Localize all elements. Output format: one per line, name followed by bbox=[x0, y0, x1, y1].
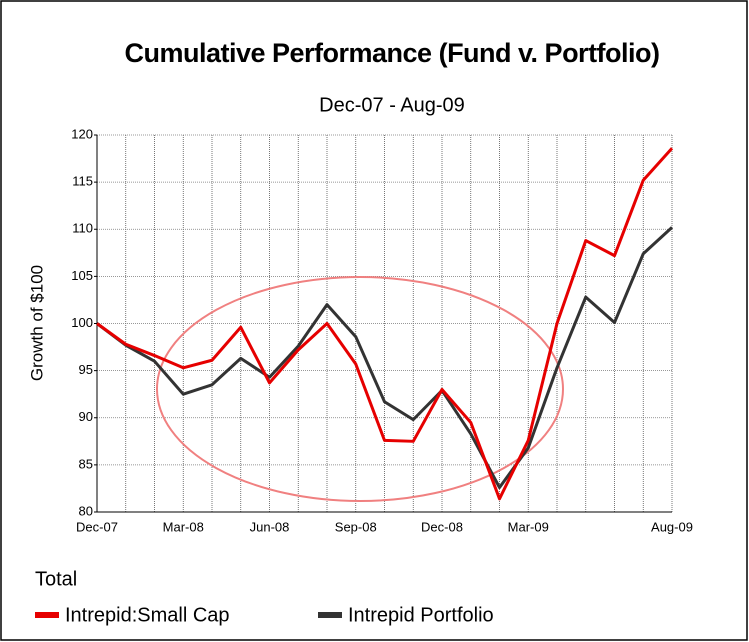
y-tick-label: 105 bbox=[71, 268, 93, 283]
highlight-ellipse bbox=[156, 276, 564, 502]
chart-subtitle: Dec-07 - Aug-09 bbox=[319, 94, 465, 116]
x-tick-label: Dec-08 bbox=[421, 519, 463, 534]
legend-label: Intrepid:Small Cap bbox=[65, 604, 230, 626]
legend-swatch bbox=[35, 612, 59, 618]
x-tick-label: Aug-09 bbox=[651, 519, 693, 534]
legend: Intrepid:Small Cap Intrepid Portfolio bbox=[35, 604, 494, 626]
y-tick-label: 95 bbox=[79, 362, 93, 377]
y-tick-label: 110 bbox=[72, 221, 93, 236]
x-tick-label: Mar-09 bbox=[508, 519, 549, 534]
legend-title: Total bbox=[35, 568, 77, 590]
x-tick-label: Mar-08 bbox=[163, 519, 204, 534]
series-line bbox=[96, 226, 674, 489]
x-tick-label: Sep-08 bbox=[335, 519, 377, 534]
y-axis-label: Growth of $100 bbox=[27, 265, 46, 381]
lines bbox=[96, 147, 674, 501]
y-tick-label: 120 bbox=[71, 126, 93, 141]
y-tick-label: 85 bbox=[79, 456, 93, 471]
y-tick-label: 100 bbox=[71, 315, 93, 330]
plot-area: Dec-07 Mar-08 Jun-08 Sep-08 Dec-08 Mar-09 Aug-… bbox=[71, 126, 693, 534]
x-tick-label: Dec-07 bbox=[76, 519, 118, 534]
series-line bbox=[96, 147, 674, 501]
y-tick-label: 115 bbox=[72, 174, 93, 189]
legend-label: Intrepid Portfolio bbox=[348, 604, 494, 626]
legend-swatch bbox=[318, 612, 342, 618]
y-tick-label: 80 bbox=[79, 503, 93, 518]
y-tick-label: 90 bbox=[79, 409, 93, 424]
chart-title: Cumulative Performance (Fund v. Portfoli… bbox=[124, 38, 659, 68]
x-tick-label: Jun-08 bbox=[250, 519, 290, 534]
